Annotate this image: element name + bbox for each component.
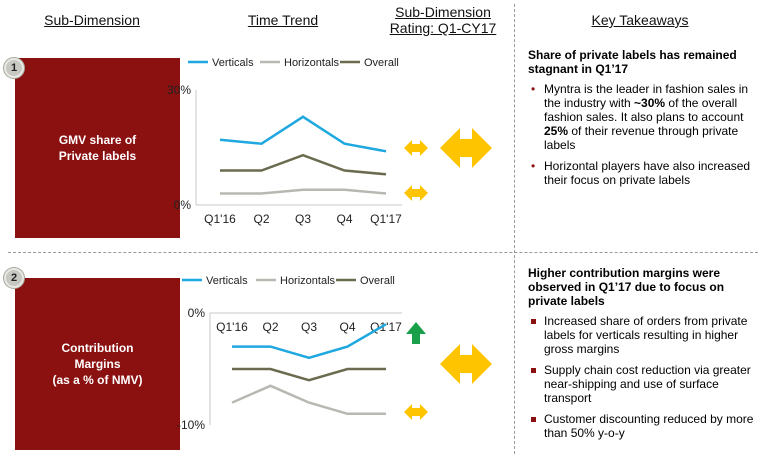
takeaway-bullet: Increased share of orders from private l… xyxy=(528,314,760,356)
y-tick-label: 30% xyxy=(167,83,191,97)
double-arrow-large-icon xyxy=(440,344,492,384)
sub-dimension-box-2: Contribution Margins (as a % of NMV) xyxy=(15,278,180,450)
header-time-trend: Time Trend xyxy=(247,12,319,28)
column-divider xyxy=(514,4,515,454)
x-tick-label: Q4 xyxy=(339,320,355,334)
legend-label: Verticals xyxy=(212,57,254,69)
y-tick-label: -10% xyxy=(177,418,205,432)
series-line-overall xyxy=(220,153,387,176)
sub-dimension-box-1: GMV share of Private labels xyxy=(15,58,180,238)
takeaway-list-2: Increased share of orders from private l… xyxy=(528,314,760,440)
up-arrow-icon xyxy=(406,322,426,344)
takeaway-list-1: Myntra is the leader in fashion sales in… xyxy=(528,82,760,187)
sub-dimension-label-1: GMV share of Private labels xyxy=(58,133,137,163)
header-rating: Sub-Dimension Rating: Q1-CY17 xyxy=(378,4,508,36)
x-tick-label: Q3 xyxy=(301,320,317,334)
section-number-badge-1: 1 xyxy=(4,58,24,78)
takeaway-bullet: Supply chain cost reduction via greater … xyxy=(528,363,760,405)
double-arrow-small-icon xyxy=(404,404,428,420)
legend-label: Overall xyxy=(360,275,395,287)
rating-icons-1 xyxy=(404,128,492,201)
header-sub-dimension: Sub-Dimension xyxy=(44,12,140,28)
y-tick-label: 0% xyxy=(188,306,206,320)
series-line-overall xyxy=(232,367,386,382)
time-trend-chart-2: Verticals Horizontals Overall 0% -10% Q1'16 Q2… xyxy=(177,275,402,432)
y-tick-label: 0% xyxy=(174,198,192,212)
legend-label: Horizontals xyxy=(280,275,336,287)
legend-label: Verticals xyxy=(206,275,248,287)
x-tick-label: Q2 xyxy=(262,320,278,334)
time-trend-chart-1: Verticals Horizontals Overall 30% 0% Q1'16 Q2 Q… xyxy=(167,57,402,226)
x-tick-label: Q1'16 xyxy=(216,320,248,334)
takeaway-title-2: Higher contribution margins were observe… xyxy=(528,266,725,308)
row-divider xyxy=(8,252,758,253)
takeaway-bullet: Customer discounting reduced by more tha… xyxy=(528,412,760,440)
x-tick-label: Q1'17 xyxy=(370,212,402,226)
double-arrow-small-icon xyxy=(404,185,428,201)
double-arrow-small-icon xyxy=(404,140,428,156)
series-line-verticals xyxy=(219,115,387,153)
x-tick-label: Q2 xyxy=(253,212,269,226)
takeaways-2: Higher contribution margins were observe… xyxy=(528,266,760,447)
takeaway-bullet: Myntra is the leader in fashion sales in… xyxy=(528,82,760,152)
takeaways-1: Share of private labels has remained sta… xyxy=(528,48,760,194)
takeaway-bullet: Horizontal players have also increased t… xyxy=(528,159,760,187)
takeaway-title-1: Share of private labels has remained sta… xyxy=(528,48,737,76)
x-tick-label: Q1'17 xyxy=(370,320,402,334)
x-tick-label: Q4 xyxy=(336,212,352,226)
legend-label: Overall xyxy=(364,57,399,69)
sub-dimension-label-2: Contribution Margins (as a % of NMV) xyxy=(52,341,143,387)
legend-label: Horizontals xyxy=(284,57,340,69)
header-rating-line1: Sub-Dimension xyxy=(395,4,491,20)
series-line-horizontals xyxy=(231,384,386,416)
series-line-verticals xyxy=(232,323,387,360)
rating-icons-2 xyxy=(404,322,492,420)
section-number-badge-2: 2 xyxy=(4,268,24,288)
header-key-takeaways: Key Takeaways xyxy=(591,12,689,28)
series-line-horizontals xyxy=(220,188,387,195)
x-tick-label: Q1'16 xyxy=(204,212,236,226)
double-arrow-large-icon xyxy=(440,128,492,168)
x-tick-label: Q3 xyxy=(295,212,311,226)
header-rating-line2: Rating: Q1-CY17 xyxy=(389,20,497,36)
